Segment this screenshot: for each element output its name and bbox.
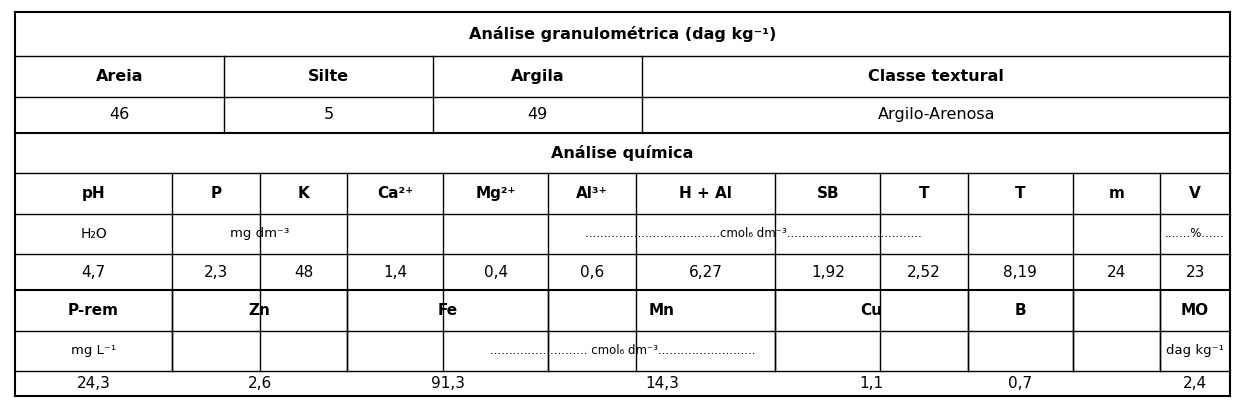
Text: Zn: Zn [249, 303, 270, 318]
Text: 1,92: 1,92 [810, 264, 845, 279]
Text: Argilo-Arenosa: Argilo-Arenosa [878, 107, 995, 122]
Text: 2,6: 2,6 [248, 376, 271, 391]
Text: 0,6: 0,6 [580, 264, 604, 279]
Text: Silte: Silte [308, 69, 350, 84]
Text: Fe: Fe [437, 303, 458, 318]
Text: Cu: Cu [860, 303, 883, 318]
Text: pH: pH [82, 186, 106, 201]
Text: 2,52: 2,52 [908, 264, 941, 279]
Text: Areia: Areia [96, 69, 143, 84]
Text: Ca²⁺: Ca²⁺ [377, 186, 413, 201]
Text: .......................... cmol₆ dm⁻³..........................: .......................... cmol₆ dm⁻³...… [489, 344, 756, 357]
Text: V: V [1189, 186, 1201, 201]
Text: 24: 24 [1107, 264, 1125, 279]
Text: 49: 49 [528, 107, 548, 122]
Text: 2,4: 2,4 [1183, 376, 1208, 391]
Text: 0,7: 0,7 [1008, 376, 1032, 391]
Text: 5: 5 [324, 107, 334, 122]
Text: H₂O: H₂O [80, 227, 107, 241]
Text: 24,3: 24,3 [77, 376, 111, 391]
Text: Argila: Argila [510, 69, 565, 84]
Text: 6,27: 6,27 [688, 264, 722, 279]
Text: 14,3: 14,3 [645, 376, 679, 391]
Text: SB: SB [817, 186, 839, 201]
Text: 1,4: 1,4 [383, 264, 407, 279]
Text: Mn: Mn [649, 303, 675, 318]
Text: mg L⁻¹: mg L⁻¹ [71, 344, 116, 357]
Text: ....................................cmol₆ dm⁻³..................................: ....................................cmol… [585, 227, 923, 240]
Text: m: m [1108, 186, 1124, 201]
Text: B: B [1015, 303, 1026, 318]
Text: H + Al: H + Al [679, 186, 732, 201]
Text: 48: 48 [294, 264, 312, 279]
Text: 46: 46 [110, 107, 129, 122]
Text: .......%......: .......%...... [1165, 227, 1225, 240]
Text: K: K [298, 186, 309, 201]
Text: Al³⁺: Al³⁺ [576, 186, 608, 201]
Text: 23: 23 [1185, 264, 1205, 279]
Text: P-rem: P-rem [68, 303, 120, 318]
Text: MO: MO [1182, 303, 1209, 318]
Text: Mg²⁺: Mg²⁺ [476, 186, 515, 201]
Text: dag kg⁻¹: dag kg⁻¹ [1167, 344, 1224, 357]
Text: Classe textural: Classe textural [868, 69, 1005, 84]
Text: 2,3: 2,3 [204, 264, 228, 279]
Text: 4,7: 4,7 [82, 264, 106, 279]
Text: 8,19: 8,19 [1003, 264, 1037, 279]
Text: mg dm⁻³: mg dm⁻³ [230, 227, 289, 240]
Text: P: P [210, 186, 222, 201]
Text: Análise granulométrica (dag kg⁻¹): Análise granulométrica (dag kg⁻¹) [469, 26, 776, 42]
Text: 1,1: 1,1 [859, 376, 884, 391]
Text: 91,3: 91,3 [431, 376, 464, 391]
Text: 0,4: 0,4 [483, 264, 508, 279]
Text: T: T [1015, 186, 1026, 201]
Text: Análise química: Análise química [552, 145, 693, 161]
Text: T: T [919, 186, 929, 201]
